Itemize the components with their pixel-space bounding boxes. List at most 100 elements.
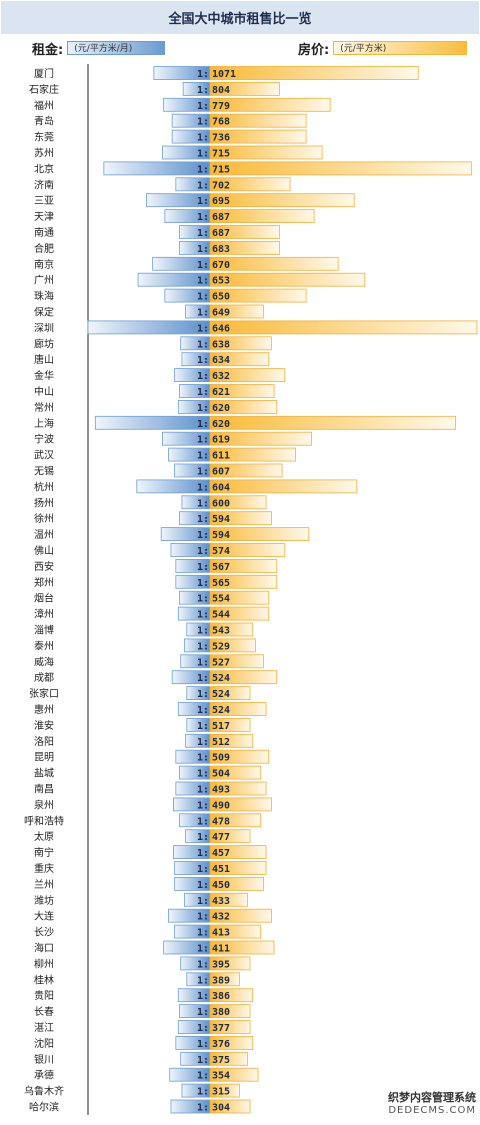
city-label: 三亚 [34, 196, 54, 207]
ratio-value: 653 [212, 276, 230, 287]
ratio-value: 779 [212, 101, 230, 112]
ratio-prefix: 1: [197, 276, 209, 287]
ratio-value: 457 [212, 848, 230, 859]
city-label: 南昌 [34, 783, 54, 796]
price-bar [209, 66, 419, 80]
ratio-prefix: 1: [197, 1071, 209, 1082]
ratio-prefix: 1: [197, 1007, 209, 1018]
ratio-prefix: 1: [197, 133, 209, 144]
ratio-prefix: 1: [197, 403, 209, 414]
city-label: 金华 [34, 369, 54, 382]
ratio-value: 607 [212, 467, 230, 478]
city-label: 上海 [34, 417, 54, 430]
ratio-prefix: 1: [197, 705, 209, 716]
city-label: 威海 [34, 655, 54, 668]
legend-price: 房价: (元/平方米) [298, 36, 468, 60]
price-bar [209, 1099, 251, 1114]
price-bar [209, 82, 280, 96]
ratio-prefix: 1: [197, 975, 209, 986]
city-label: 成都 [34, 672, 54, 684]
city-label: 南通 [34, 226, 54, 239]
price-bar [209, 352, 270, 367]
city-label: 盐城 [34, 767, 54, 780]
price-bar [209, 415, 457, 430]
price-bar [209, 399, 278, 414]
legend-rent-swatch: (元/平方米/月) [67, 41, 166, 55]
ratio-value: 683 [212, 244, 230, 255]
ratio-value: 620 [212, 419, 230, 430]
city-label: 泉州 [34, 798, 54, 811]
price-bar [209, 813, 262, 828]
price-bar [209, 956, 251, 971]
price-bar [209, 718, 251, 732]
legend-rent: 租金: (元/平方米/月) [32, 36, 166, 60]
watermark: 织梦内容管理系统 DEDECMS.COM [388, 1091, 476, 1117]
price-bar [209, 447, 296, 462]
rent-bar [87, 320, 211, 335]
ratio-value: 554 [212, 594, 230, 605]
city-label: 湛江 [34, 1022, 54, 1034]
price-bar [209, 988, 254, 1003]
ratio-prefix: 1: [197, 657, 209, 668]
ratio-value: 600 [212, 498, 230, 509]
ratio-value: 687 [212, 228, 230, 239]
city-label: 扬州 [34, 496, 54, 509]
city-label: 保定 [34, 306, 54, 319]
price-bar [209, 622, 254, 637]
city-label: 西安 [34, 560, 54, 573]
ratio-value: 594 [212, 514, 230, 525]
ratio-value: 504 [212, 769, 230, 780]
ratio-value: 304 [212, 1103, 230, 1114]
price-bar [209, 368, 286, 383]
ratio-prefix: 1: [197, 1103, 209, 1114]
ratio-value: 768 [212, 117, 230, 128]
city-label: 呼和浩特 [24, 815, 64, 827]
price-bar [209, 861, 267, 875]
city-label: 哈尔滨 [29, 1101, 59, 1114]
ratio-value: 413 [212, 928, 230, 939]
ratio-value: 524 [212, 673, 230, 684]
price-bar [209, 479, 358, 494]
ratio-value: 695 [212, 196, 230, 207]
ratio-value: 529 [212, 641, 230, 652]
price-bar [209, 463, 283, 478]
ratio-value: 804 [212, 85, 230, 96]
ratio-value: 702 [212, 180, 230, 191]
ratio-prefix: 1: [197, 546, 209, 557]
city-label: 海口 [34, 942, 54, 955]
ratio-value: 646 [212, 323, 230, 334]
ratio-prefix: 1: [197, 387, 209, 398]
ratio-value: 450 [212, 880, 230, 891]
price-bar [209, 877, 264, 891]
price-bar [209, 606, 270, 621]
ratio-prefix: 1: [197, 848, 209, 859]
city-label: 温州 [34, 529, 54, 541]
price-bar [209, 670, 278, 685]
city-label: 无锡 [34, 465, 54, 478]
city-label: 广州 [34, 275, 54, 287]
ratio-value: 478 [212, 816, 230, 827]
ratio-value: 395 [212, 959, 230, 970]
ratio-prefix: 1: [197, 689, 209, 700]
ratio-prefix: 1: [197, 769, 209, 780]
ratio-prefix: 1: [197, 896, 209, 907]
rent-bar [94, 415, 211, 430]
ratio-prefix: 1: [197, 912, 209, 923]
ratio-prefix: 1: [197, 944, 209, 955]
city-label: 泰州 [34, 639, 54, 652]
ratio-value: 451 [212, 864, 230, 875]
price-bar [209, 1067, 259, 1082]
price-bar [209, 129, 307, 144]
price-bar [209, 1004, 251, 1018]
price-bar [209, 559, 278, 573]
city-label: 乌鲁木齐 [24, 1085, 64, 1098]
ratio-value: 638 [212, 339, 230, 350]
ratio-prefix: 1: [197, 530, 209, 541]
ratio-prefix: 1: [197, 753, 209, 764]
price-bar [209, 892, 248, 907]
ratio-prefix: 1: [197, 69, 209, 80]
city-label: 贵阳 [34, 989, 54, 1002]
city-label: 烟台 [34, 592, 54, 605]
city-label: 南京 [34, 258, 54, 271]
price-bar [209, 543, 286, 557]
